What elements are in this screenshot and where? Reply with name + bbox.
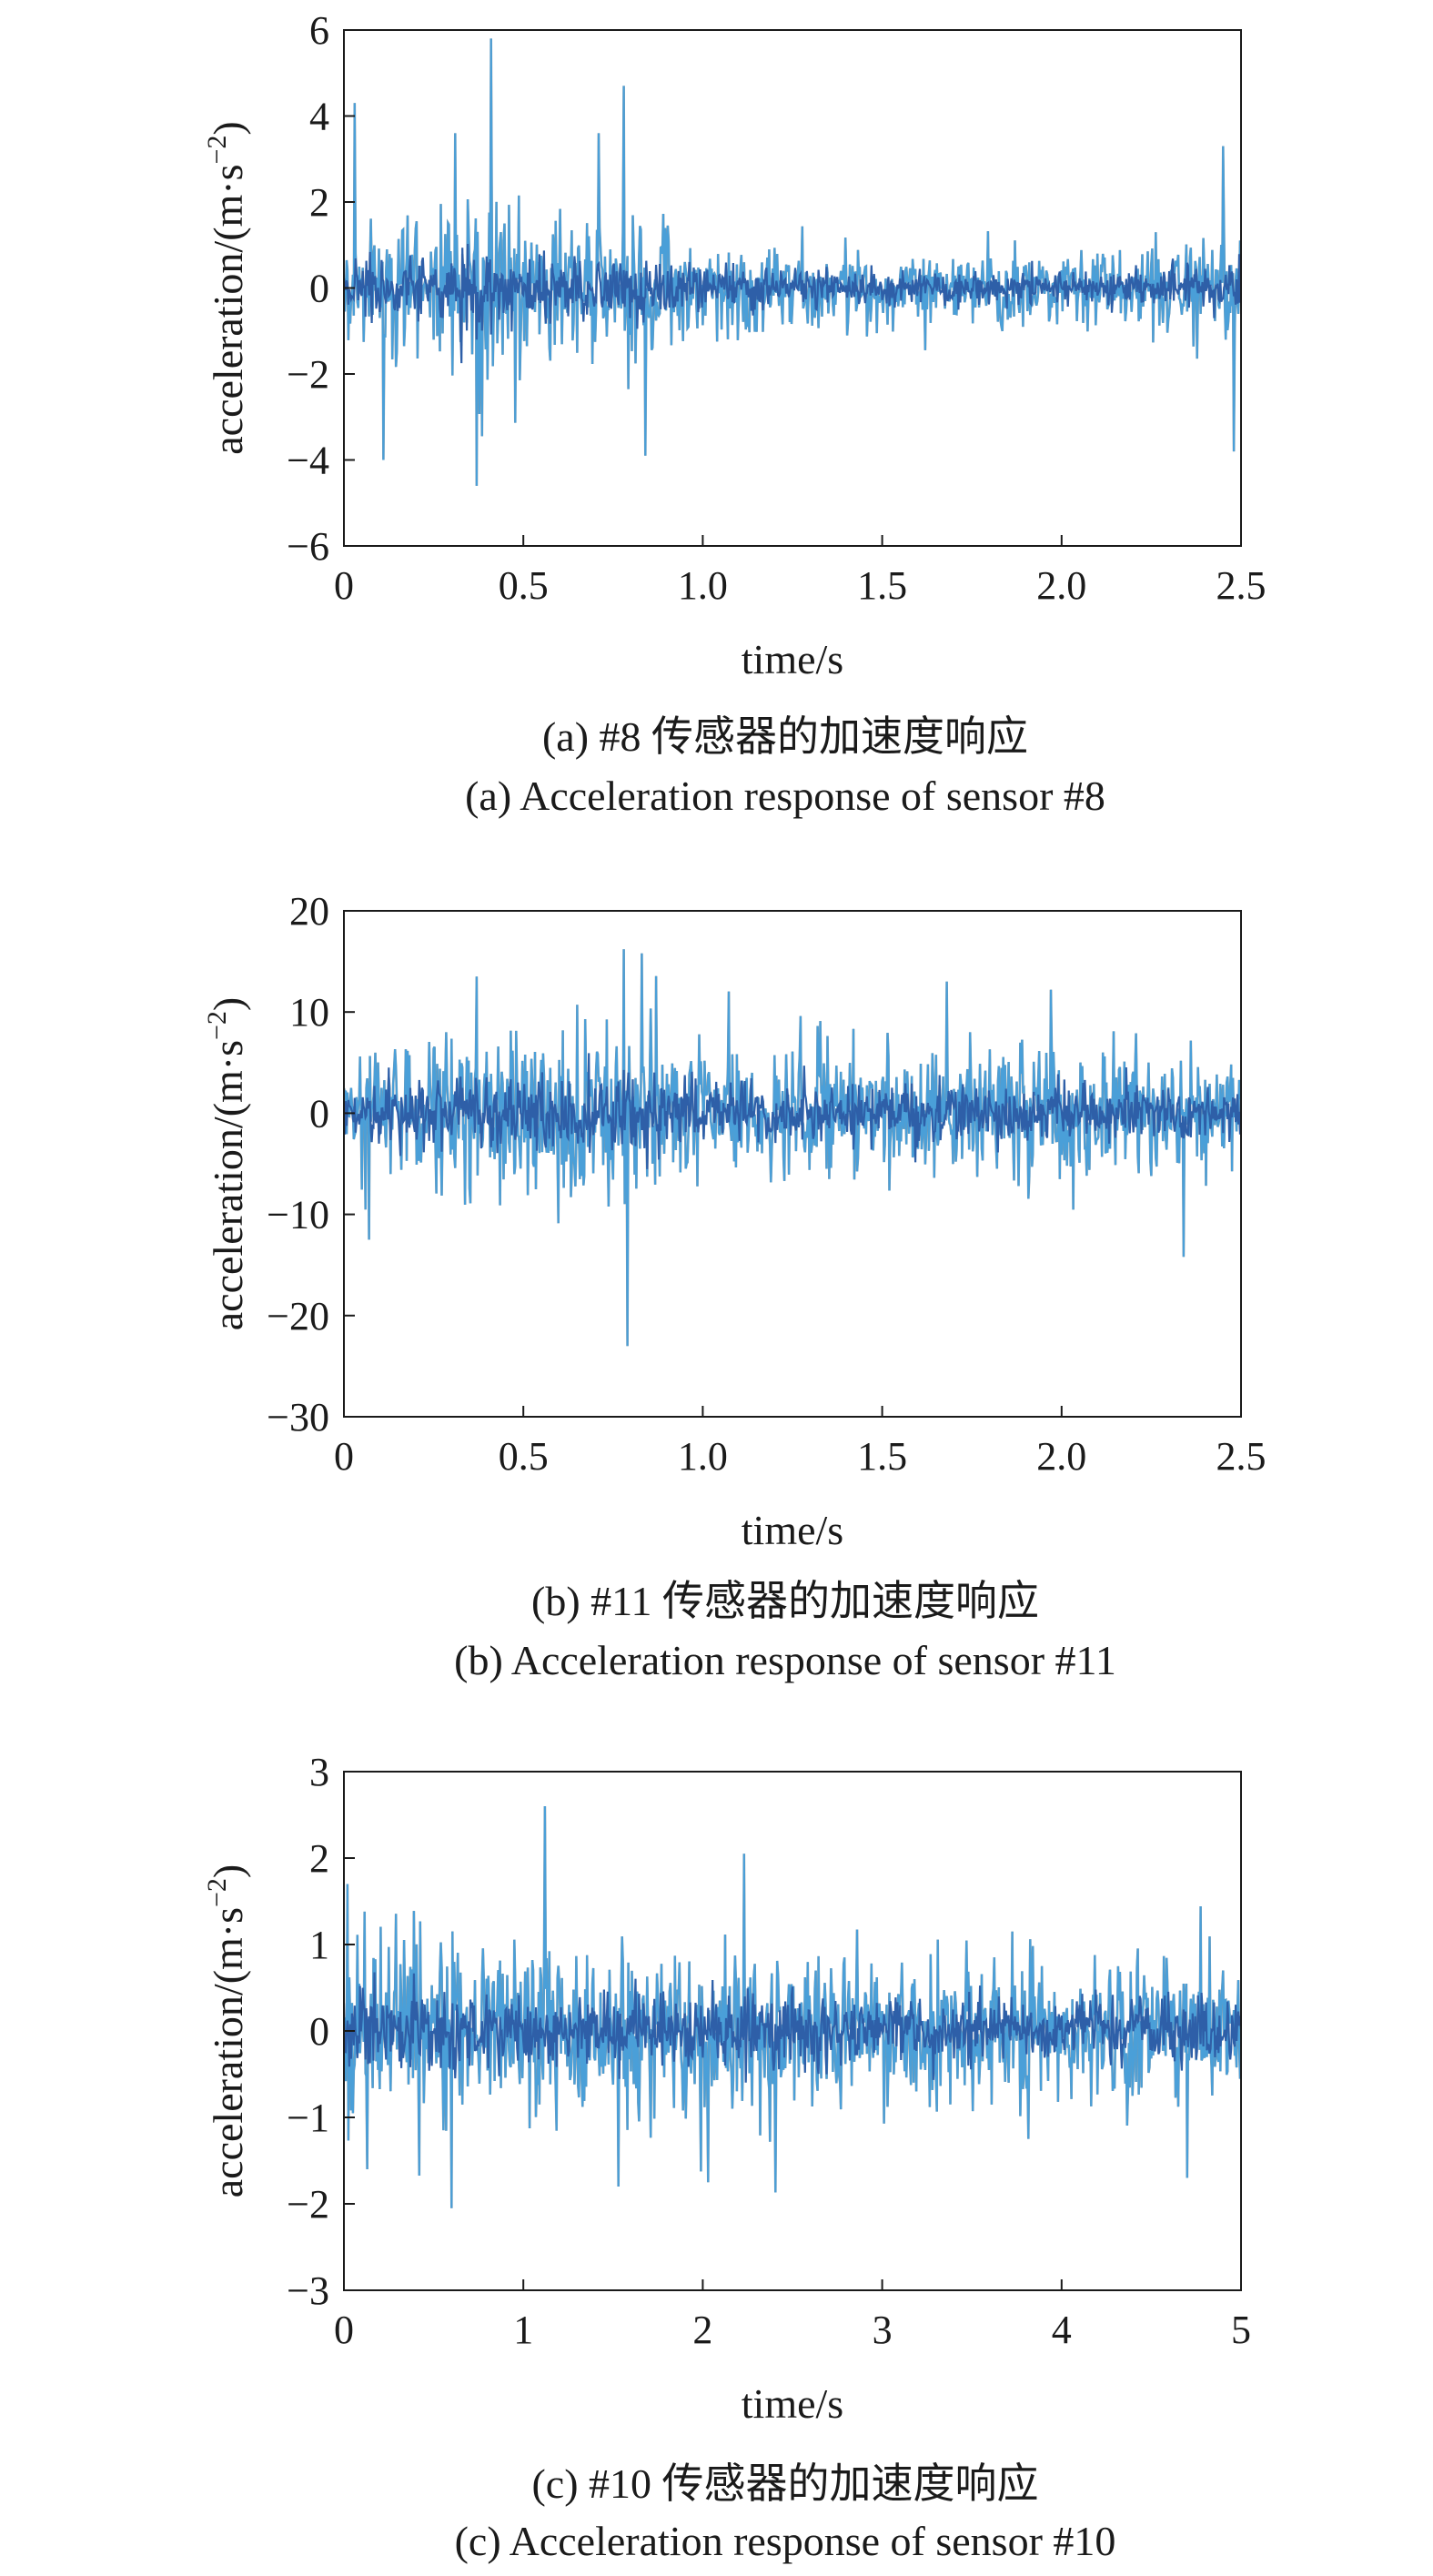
caption-cn: (c) #10 传感器的加速度响应: [531, 2460, 1038, 2507]
x-tick-label: 5: [1231, 2308, 1251, 2352]
x-axis-label: time/s: [742, 636, 843, 682]
x-tick-label: 1.5: [857, 1434, 907, 1479]
signal-core: [344, 1972, 1241, 2083]
caption-en: (a) Acceleration response of sensor #8: [465, 773, 1105, 819]
y-axis-label: acceleration/(m·s−2): [202, 997, 251, 1331]
y-tick-label: −1: [287, 2096, 329, 2140]
y-tick-label: 20: [289, 889, 329, 934]
y-tick-label: 0: [309, 1091, 329, 1136]
x-tick-label: 0: [334, 563, 354, 608]
y-tick-label: −20: [267, 1294, 329, 1339]
signal-core: [344, 1053, 1241, 1169]
x-tick-label: 0.5: [499, 1434, 549, 1479]
caption-cn: (b) #11 传感器的加速度响应: [531, 1578, 1039, 1624]
x-tick-label: 0: [334, 1434, 354, 1479]
x-tick-label: 2: [692, 2308, 712, 2352]
x-tick-label: 1.0: [678, 1434, 728, 1479]
x-tick-label: 0: [334, 2308, 354, 2352]
signal-trace: [344, 949, 1241, 1347]
y-tick-label: −2: [287, 352, 329, 397]
y-tick-label: −3: [287, 2268, 329, 2313]
x-tick-label: 2.0: [1036, 563, 1086, 608]
y-tick-label: −30: [267, 1395, 329, 1440]
x-tick-label: 0.5: [499, 563, 549, 608]
y-tick-label: 3: [309, 1750, 329, 1794]
y-tick-label: 4: [309, 95, 329, 139]
y-axis-label: acceleration/(m·s−2): [202, 121, 251, 455]
y-tick-label: 6: [309, 8, 329, 53]
y-tick-label: 10: [289, 990, 329, 1035]
x-tick-label: 2.5: [1216, 563, 1266, 608]
y-tick-label: 2: [309, 1836, 329, 1881]
caption-cn: (a) #8 传感器的加速度响应: [542, 713, 1028, 760]
panel-c: 0 1 2 3 4 5 −3 −2 −1 0 1 2 3 time/s acceleration/(m·s−…: [202, 1750, 1251, 2564]
x-tick-label: 2.5: [1216, 1434, 1266, 1479]
y-axis-label: acceleration/(m·s−2): [202, 1864, 251, 2198]
signal-core: [344, 243, 1241, 364]
y-tick-label: 0: [309, 2009, 329, 2054]
x-tick-label: 1.5: [857, 563, 907, 608]
panel-a: 0 0.5 1.0 1.5 2.0 2.5 −6 −4 −2 0 2 4 6 time/s accelera…: [202, 8, 1266, 819]
x-axis-label: time/s: [742, 2380, 843, 2427]
y-tick-label: −2: [287, 2182, 329, 2227]
y-tick-label: −6: [287, 524, 329, 569]
x-axis-label: time/s: [742, 1507, 843, 1553]
panel-b: 0 0.5 1.0 1.5 2.0 2.5 −30 −20 −10 0 10 20 time/s acce…: [202, 889, 1266, 1683]
y-tick-label: 1: [309, 1923, 329, 1967]
x-tick-label: 4: [1052, 2308, 1072, 2352]
x-tick-label: 3: [873, 2308, 893, 2352]
caption-en: (b) Acceleration response of sensor #11: [454, 1637, 1116, 1683]
y-tick-label: 2: [309, 180, 329, 225]
y-tick-label: −4: [287, 439, 329, 483]
plot-frame: [343, 910, 1242, 1418]
y-tick-label: 0: [309, 267, 329, 311]
x-tick-label: 1: [513, 2308, 533, 2352]
caption-en: (c) Acceleration response of sensor #10: [455, 2518, 1116, 2564]
x-tick-label: 2.0: [1036, 1434, 1086, 1479]
y-tick-label: −10: [267, 1193, 329, 1237]
x-tick-label: 1.0: [678, 563, 728, 608]
signal-trace: [344, 38, 1241, 486]
